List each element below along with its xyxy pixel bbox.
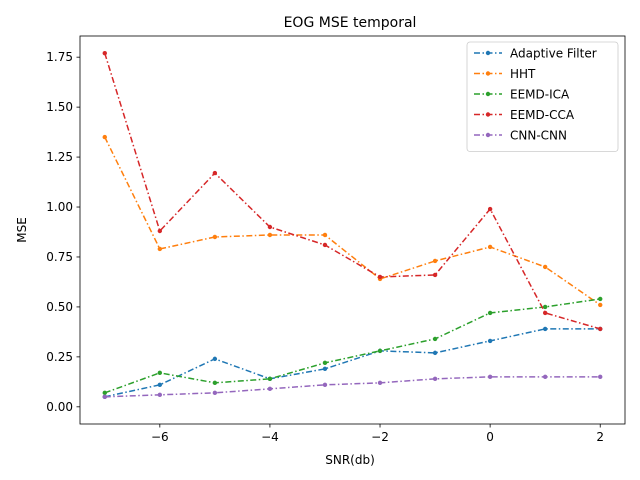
data-point <box>157 246 163 252</box>
legend-marker <box>485 91 491 97</box>
data-point <box>432 258 438 264</box>
x-tick-label: −2 <box>371 430 389 444</box>
data-point <box>487 374 493 380</box>
data-point <box>102 134 107 140</box>
x-tick-label: 0 <box>486 430 494 444</box>
data-point <box>102 50 107 56</box>
legend-marker <box>485 71 491 76</box>
data-point <box>377 274 383 280</box>
x-tick-label: −4 <box>261 430 279 444</box>
data-point <box>212 234 218 240</box>
data-point <box>598 374 603 380</box>
legend-label: HHT <box>510 67 536 81</box>
data-point <box>157 370 163 376</box>
data-point <box>212 356 218 362</box>
data-point <box>102 394 107 400</box>
y-tick-label: 1.00 <box>46 200 73 214</box>
data-point <box>267 224 273 230</box>
data-point <box>267 376 273 382</box>
data-point <box>432 376 438 382</box>
data-point <box>487 310 493 316</box>
series-line-1 <box>104 136 601 306</box>
data-point <box>432 272 438 278</box>
data-point <box>212 170 218 176</box>
legend-box <box>466 41 619 152</box>
legend-marker <box>485 132 491 138</box>
data-point <box>487 338 493 344</box>
axes: −6 −4 −2 0 2 0.00 0.25 0.50 0.75 1.00 1.25 1.50 1.75 <box>46 35 626 444</box>
x-axis-label: SNR(db) <box>325 453 375 467</box>
axes-frame <box>79 35 626 425</box>
x-tick-label: −6 <box>151 430 169 444</box>
data-point <box>157 382 163 388</box>
data-point <box>322 232 328 238</box>
data-point <box>212 380 218 386</box>
series-line-3 <box>104 52 601 330</box>
data-point <box>487 206 493 212</box>
data-point <box>102 390 107 396</box>
data-point <box>542 304 548 310</box>
series-line-0 <box>104 328 601 398</box>
legend-label: EEMD-CCA <box>510 108 575 122</box>
x-tick-label: 2 <box>596 430 604 444</box>
data-point <box>542 310 548 316</box>
data-point <box>322 366 328 372</box>
plot-area <box>102 50 603 400</box>
data-point <box>157 392 163 398</box>
data-point <box>267 386 273 392</box>
data-point <box>157 228 163 234</box>
data-point <box>542 326 548 332</box>
data-point <box>598 296 603 302</box>
legend: Adaptive Filter HHT EEMD-ICA EEMD-CCA CNN-CN… <box>466 41 619 152</box>
legend-label: CNN-CNN <box>510 129 567 143</box>
legend-marker <box>485 50 491 56</box>
data-point <box>322 360 328 366</box>
y-axis-label: MSE <box>15 217 29 243</box>
y-tick-label: 0.25 <box>46 350 73 364</box>
y-tick-label: 1.50 <box>46 100 73 114</box>
data-point <box>377 380 383 386</box>
y-tick-label: 0.00 <box>46 400 73 414</box>
data-point <box>322 382 328 388</box>
data-point <box>267 232 273 238</box>
data-point <box>212 390 218 396</box>
chart-title: EOG MSE temporal <box>284 15 417 31</box>
y-tick-label: 1.25 <box>46 150 73 164</box>
legend-label: EEMD-ICA <box>510 88 570 102</box>
series-line-4 <box>104 376 601 398</box>
data-point <box>377 348 383 354</box>
data-point <box>598 302 603 308</box>
series-line-2 <box>104 298 601 394</box>
data-point <box>598 326 603 332</box>
data-point <box>542 374 548 380</box>
data-point <box>432 336 438 342</box>
data-point <box>432 350 438 356</box>
data-point <box>487 244 493 250</box>
y-tick-label: 0.50 <box>46 300 73 314</box>
legend-label: Adaptive Filter <box>510 47 597 61</box>
legend-marker <box>485 112 491 117</box>
y-tick-label: 0.75 <box>46 250 73 264</box>
data-point <box>322 242 328 248</box>
y-tick-label: 1.75 <box>46 50 73 64</box>
data-point <box>542 264 548 270</box>
